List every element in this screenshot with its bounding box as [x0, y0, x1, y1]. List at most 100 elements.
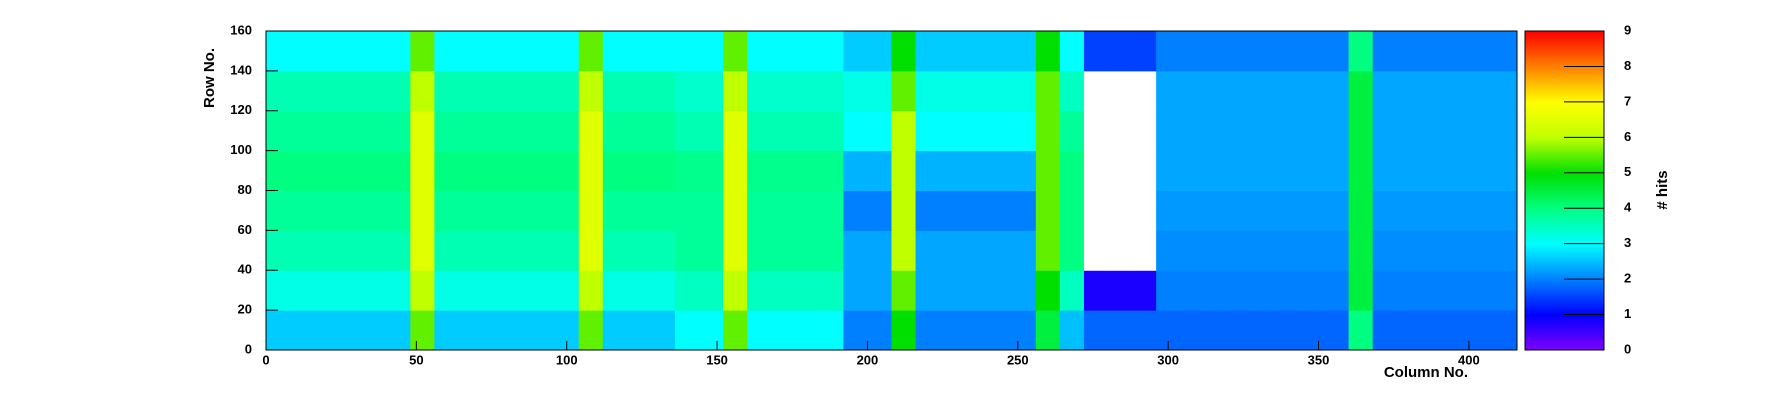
heatmap-cell	[674, 190, 700, 231]
colorbar-segment	[1525, 339, 1604, 342]
heatmap-cell	[1059, 31, 1085, 72]
heatmap-cell	[795, 270, 820, 311]
colorbar-segment	[1525, 335, 1604, 339]
heatmap-cell	[771, 310, 796, 351]
heatmap-cell	[1132, 190, 1157, 231]
heatmap-cell	[1372, 70, 1398, 112]
colorbar-segment	[1525, 128, 1604, 131]
heatmap-cell	[1180, 110, 1205, 152]
colorbar-segment	[1525, 167, 1604, 170]
heatmap-cell	[1204, 270, 1229, 311]
colorbar-segment	[1525, 89, 1604, 92]
heatmap-cell	[1011, 310, 1037, 351]
heatmap-cell	[626, 150, 652, 191]
heatmap-cell	[578, 230, 604, 271]
heatmap-cell	[1300, 190, 1326, 231]
heatmap-cell	[1324, 190, 1350, 231]
heatmap-cell	[1372, 110, 1398, 152]
heatmap-cell	[338, 31, 363, 72]
heatmap-cell	[386, 230, 411, 271]
heatmap-cell	[554, 230, 580, 271]
colorbar-segment	[1525, 209, 1604, 213]
heatmap-cell	[843, 310, 868, 351]
colorbar-segment	[1525, 263, 1604, 266]
y-tick-label: 0	[245, 341, 252, 356]
heatmap-cell	[1011, 190, 1037, 231]
heatmap-cell	[699, 190, 724, 231]
heatmap-cell	[1011, 110, 1037, 152]
colorbar-segment	[1525, 69, 1604, 73]
heatmap-cell	[434, 270, 459, 311]
heatmap-cell	[554, 31, 580, 72]
heatmap-cell	[386, 70, 411, 112]
colorbar-segment	[1525, 215, 1604, 218]
heatmap-cell	[1276, 190, 1301, 231]
heatmap-cell	[1083, 150, 1109, 191]
heatmap-cell	[1300, 150, 1326, 191]
heatmap-cell	[1420, 270, 1446, 311]
heatmap-cell	[1108, 70, 1133, 112]
colorbar-segment	[1525, 178, 1604, 181]
heatmap-cell	[530, 70, 556, 112]
heatmap-cell	[867, 310, 892, 351]
heatmap-cell	[578, 31, 604, 72]
heatmap-cell	[867, 110, 892, 152]
heatmap-cell	[1132, 31, 1157, 72]
colorbar-segment	[1525, 247, 1604, 250]
heatmap-cell	[362, 310, 387, 351]
heatmap-cell	[843, 70, 868, 112]
y-tick-label: 120	[230, 102, 252, 117]
colorbar-segment	[1525, 346, 1604, 349]
colorbar-segment	[1525, 43, 1604, 46]
heatmap-cell	[1348, 70, 1374, 112]
colorbar-segment	[1525, 201, 1604, 204]
heatmap-cell	[795, 310, 820, 351]
colorbar-label: # hits	[1654, 170, 1671, 209]
heatmap-cell	[554, 270, 580, 311]
colorbar-tick-label: 8	[1624, 58, 1631, 73]
colorbar-segment	[1525, 272, 1604, 275]
heatmap-cell	[1492, 70, 1518, 112]
colorbar-segment	[1525, 337, 1604, 340]
heatmap-cell	[530, 230, 556, 271]
colorbar-segment	[1525, 298, 1604, 301]
colorbar-tick-label: 6	[1624, 129, 1631, 144]
colorbar-segment	[1525, 190, 1604, 193]
heatmap-cell	[987, 110, 1013, 152]
heatmap-cell	[1035, 310, 1061, 351]
heatmap-cell	[1276, 230, 1301, 271]
heatmap-cell	[458, 110, 484, 152]
heatmap-cell	[362, 150, 387, 191]
colorbar-segment	[1525, 314, 1604, 317]
colorbar-segment	[1525, 133, 1604, 137]
x-tick-label: 250	[1007, 352, 1029, 367]
colorbar-segment	[1525, 234, 1604, 238]
colorbar-segment	[1525, 62, 1604, 66]
heatmap-cell	[939, 70, 965, 112]
heatmap-cell	[1372, 190, 1398, 231]
heatmap-cell	[1083, 70, 1109, 112]
heatmap-cell	[554, 150, 580, 191]
heatmap-cell	[434, 150, 459, 191]
heatmap-cell	[819, 310, 844, 351]
heatmap-cell	[1204, 150, 1229, 191]
heatmap-cell	[1396, 110, 1422, 152]
heatmap-cell	[674, 70, 700, 112]
heatmap-cell	[650, 31, 676, 72]
heatmap-cell	[819, 110, 844, 152]
colorbar-segment	[1525, 91, 1604, 94]
heatmap-cell	[1420, 230, 1446, 271]
heatmap-cell	[987, 310, 1013, 351]
heatmap-cell	[1011, 150, 1037, 191]
colorbar-segment	[1525, 39, 1604, 43]
colorbar-segment	[1525, 107, 1604, 110]
colorbar-segment	[1525, 84, 1604, 87]
heatmap-cell	[410, 110, 435, 152]
heatmap-cell	[963, 110, 989, 152]
heatmap-cell	[987, 70, 1013, 112]
colorbar-segment	[1525, 248, 1604, 252]
heatmap-cell	[362, 70, 387, 112]
colorbar-segment	[1525, 132, 1604, 135]
heatmap-cell	[891, 310, 917, 351]
heatmap-cell	[578, 110, 604, 152]
